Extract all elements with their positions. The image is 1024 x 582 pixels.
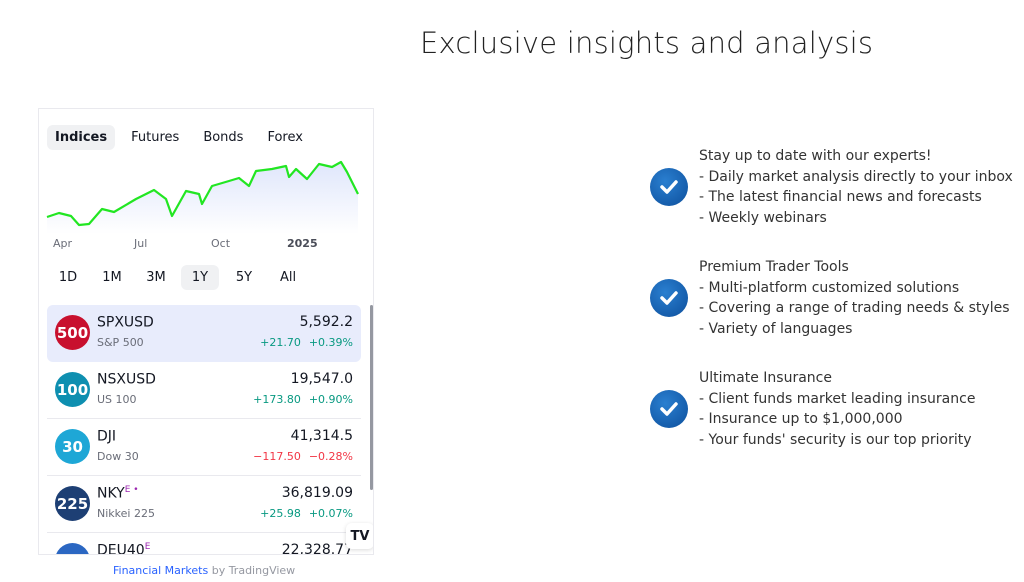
x-label-oct: Oct — [211, 237, 231, 250]
check-circle-icon — [650, 390, 688, 428]
symbol-price: 22,328.77 — [281, 542, 353, 555]
symbol-change-percent: −0.28% — [308, 450, 353, 463]
symbol-change: −117.50 — [253, 450, 301, 463]
x-label-apr: Apr — [53, 237, 73, 250]
symbol-list: 500 SPXUSD S&P 500 5,592.2 +21.70 +0.39% 1… — [47, 305, 361, 555]
tab-forex[interactable]: Forex — [267, 130, 303, 145]
check-circle-icon — [650, 168, 688, 206]
feature-title: Premium Trader Tools — [699, 259, 849, 275]
feature-item: Premium Trader Tools - Multi-platform cus… — [650, 257, 1010, 339]
range-5y[interactable]: 5Y — [235, 270, 253, 285]
symbol-ticker-wrap: DJI — [97, 428, 116, 445]
check-circle-icon — [650, 279, 688, 317]
feature-bullet: - Variety of languages — [699, 320, 853, 337]
symbol-badge: 500 — [55, 315, 90, 350]
symbol-change-percent: +0.90% — [308, 393, 353, 406]
page-headline: Exclusive insights and analysis — [420, 26, 874, 60]
chart-area-fill — [47, 162, 358, 234]
symbol-description: US 100 — [97, 393, 137, 406]
symbol-ticker-wrap: NKYE • — [97, 485, 139, 502]
feature-bullet: - Daily market analysis directly to your… — [699, 168, 1013, 185]
symbol-description: S&P 500 — [97, 336, 144, 349]
range-1d[interactable]: 1D — [58, 270, 78, 285]
symbol-ticker-wrap: SPXUSD — [97, 314, 154, 331]
symbol-badge: 225 — [55, 486, 90, 521]
symbol-ticker-wrap: DEU40E — [97, 542, 151, 555]
feature-bullet: - Weekly webinars — [699, 209, 827, 226]
feature-text: Stay up to date with our experts! - Daily… — [699, 146, 1013, 228]
range-all[interactable]: All — [279, 270, 297, 285]
price-chart[interactable] — [39, 149, 374, 259]
feature-text: Ultimate Insurance - Client funds market … — [699, 368, 975, 450]
symbol-ticker: DEU40 — [97, 542, 145, 555]
symbol-change: +25.98 — [260, 507, 301, 520]
symbol-price: 41,314.5 — [290, 428, 353, 444]
feature-bullet: - Multi-platform customized solutions — [699, 279, 960, 296]
tab-futures[interactable]: Futures — [131, 130, 180, 145]
range-1m[interactable]: 1M — [102, 270, 122, 285]
range-1y[interactable]: 1Y — [181, 265, 219, 290]
feature-text: Premium Trader Tools - Multi-platform cus… — [699, 257, 1010, 339]
symbol-change: +173.80 — [253, 393, 301, 406]
symbol-description: Nikkei 225 — [97, 507, 155, 520]
symbol-ticker: NKY — [97, 485, 125, 502]
x-label-jul: Jul — [134, 237, 148, 250]
financial-markets-link[interactable]: Financial Markets — [113, 564, 209, 577]
feature-bullet: - Your funds' security is our top priori… — [699, 431, 972, 448]
market-tabs: Indices Futures Bonds Forex — [47, 125, 311, 150]
symbol-row[interactable]: 225 NKYE • Nikkei 225 36,819.09 +25.98 +0… — [47, 476, 361, 533]
symbol-badge: 30 — [55, 429, 90, 464]
symbol-description: Dow 30 — [97, 450, 139, 463]
market-overview-widget: Indices Futures Bonds Forex Apr Jul Oct … — [38, 108, 374, 555]
symbol-flag: E — [144, 542, 151, 552]
symbol-row[interactable]: 500 SPXUSD S&P 500 5,592.2 +21.70 +0.39% — [47, 305, 361, 362]
symbol-badge: 100 — [55, 372, 90, 407]
symbol-change-percent: +0.39% — [308, 336, 353, 349]
tradingview-logo[interactable]: TV — [346, 523, 373, 549]
symbol-price: 36,819.09 — [281, 485, 353, 501]
symbol-price: 5,592.2 — [299, 314, 353, 330]
symbol-change: +21.70 — [260, 336, 301, 349]
feature-bullet: - The latest financial news and forecast… — [699, 189, 982, 205]
tab-bonds[interactable]: Bonds — [203, 130, 244, 145]
feature-bullet: - Insurance up to $1,000,000 — [699, 411, 903, 427]
symbol-row[interactable]: 100 NSXUSD US 100 19,547.0 +173.80 +0.90% — [47, 362, 361, 419]
chart-price-line — [46, 160, 359, 227]
feature-bullet: - Client funds market leading insurance — [699, 390, 976, 407]
symbol-price: 19,547.0 — [290, 371, 353, 387]
feature-item: Ultimate Insurance - Client funds market … — [650, 368, 975, 450]
tab-indices[interactable]: Indices — [47, 125, 116, 150]
symbol-change-percent: +0.07% — [308, 507, 353, 520]
symbol-ticker: SPXUSD — [97, 314, 154, 331]
feature-title: Ultimate Insurance — [699, 370, 832, 386]
symbol-ticker-wrap: NSXUSD — [97, 371, 156, 388]
credit-suffix: by TradingView — [208, 564, 296, 577]
range-selector: 1D 1M 3M 1Y 5Y All — [49, 265, 307, 290]
range-3m[interactable]: 3M — [146, 270, 166, 285]
symbol-ticker: DJI — [97, 428, 117, 445]
symbol-ticker: NSXUSD — [97, 371, 156, 388]
symbol-badge — [55, 543, 90, 554]
scrollbar[interactable] — [370, 305, 373, 490]
symbol-row[interactable]: 30 DJI Dow 30 41,314.5 −117.50 −0.28% — [47, 419, 361, 476]
feature-title: Stay up to date with our experts! — [699, 148, 932, 164]
feature-bullet: - Covering a range of trading needs & st… — [699, 300, 1010, 316]
x-label-2025: 2025 — [287, 237, 318, 250]
symbol-flag: E • — [124, 485, 139, 495]
widget-credit: Financial Markets by TradingView — [113, 564, 295, 577]
symbol-row[interactable]: DEU40E 22,328.77 — [47, 533, 361, 555]
feature-item: Stay up to date with our experts! - Daily… — [650, 146, 1013, 228]
